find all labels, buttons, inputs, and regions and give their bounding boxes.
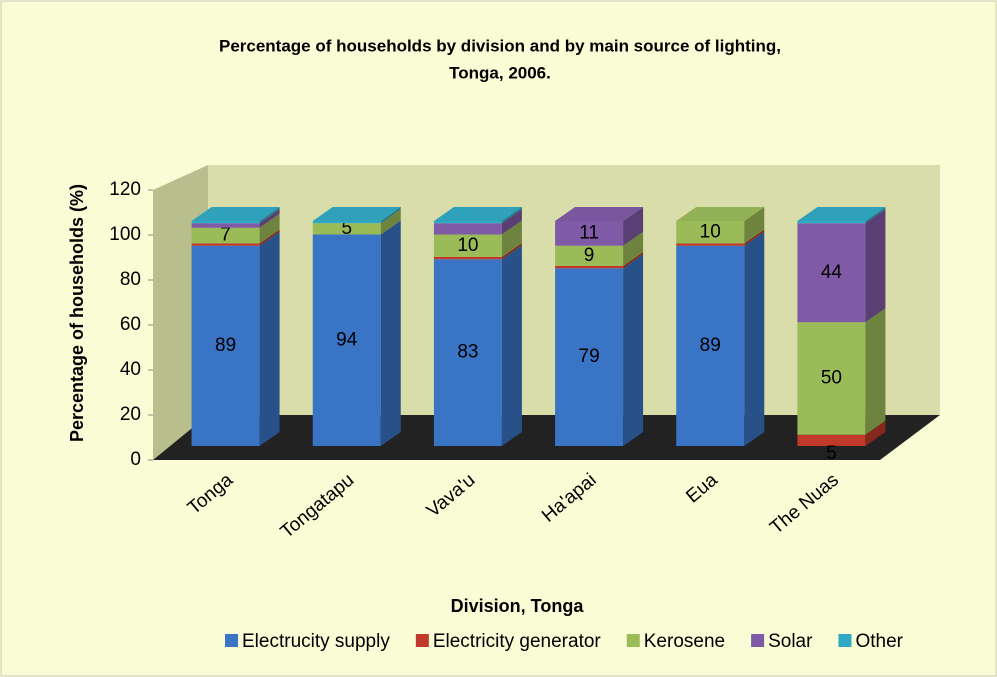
bar-segment-top <box>191 207 280 221</box>
bar-segment-side <box>259 213 280 244</box>
data-label: 10 <box>700 221 721 242</box>
data-label: 94 <box>336 329 358 350</box>
data-label: 50 <box>821 368 842 389</box>
bar-segment <box>433 234 502 257</box>
bar-segment-side <box>623 254 644 446</box>
bar-segment-side <box>744 231 765 446</box>
bar-segment-side <box>623 231 644 266</box>
data-label: 89 <box>215 335 236 356</box>
bar-segment-side <box>623 252 644 269</box>
bar-segment-side <box>623 207 644 246</box>
bar-segment <box>676 243 745 246</box>
data-label: 5 <box>826 443 837 464</box>
bar-segment <box>797 221 866 224</box>
bar-segment <box>555 266 624 269</box>
chart-title: Percentage of households by division and… <box>219 36 781 55</box>
bar-segment <box>433 259 502 446</box>
bar-segment-side <box>380 209 401 235</box>
y-tick-label: 0 <box>130 449 141 470</box>
chart-subtitle: Tonga, 2006. <box>449 63 551 82</box>
bar-segment <box>676 245 745 446</box>
data-label: 83 <box>457 342 478 363</box>
bar-segment-side <box>501 243 522 260</box>
bar-segment-top <box>555 207 644 221</box>
bar-segment-side <box>259 231 280 446</box>
bar-segment-side <box>501 207 522 224</box>
bar-segment <box>433 223 502 235</box>
y-tick-label: 20 <box>120 404 141 425</box>
data-label: 10 <box>457 235 478 256</box>
bar-segment-side <box>259 209 280 228</box>
bar-segment-side <box>501 220 522 257</box>
bar-segment <box>312 223 381 235</box>
y-tick-label: 100 <box>109 224 141 245</box>
bar-segment-top <box>797 207 886 221</box>
bar-segment <box>191 223 260 228</box>
bar-segment-top <box>433 207 522 221</box>
bar-segment-side <box>865 420 886 446</box>
data-label: 44 <box>821 262 843 283</box>
bar-segment-top <box>676 207 765 221</box>
y-tick-label: 80 <box>120 269 141 290</box>
bar-segment-side <box>259 207 280 224</box>
bar-segment-side <box>380 207 401 224</box>
legend-label: Kerosene <box>644 631 725 652</box>
bar-segment <box>312 234 381 446</box>
legend-label: Electrucity supply <box>242 631 390 652</box>
bar-segment <box>797 223 866 323</box>
y-tick-label: 60 <box>120 314 141 335</box>
bar-segment-side <box>865 209 886 323</box>
bar-segment <box>555 221 624 246</box>
data-label: 11 <box>579 222 599 243</box>
data-label: 7 <box>220 225 231 246</box>
bar-segment <box>191 221 260 224</box>
bar-segment <box>191 245 260 446</box>
bar-segment <box>555 245 624 266</box>
data-label: 79 <box>579 346 600 367</box>
data-label: 89 <box>700 335 721 356</box>
bar-segment-side <box>259 229 280 246</box>
bar-segment-side <box>744 229 765 246</box>
data-label: 5 <box>341 218 352 239</box>
y-tick-label: 40 <box>120 359 141 380</box>
bar-segment <box>433 257 502 260</box>
legend-swatch <box>415 634 429 647</box>
bar-segment <box>555 268 624 446</box>
x-axis-title: Division, Tonga <box>451 596 585 616</box>
bar-segment <box>797 322 866 435</box>
bar-segment-side <box>501 245 522 446</box>
legend-label: Other <box>855 631 903 652</box>
bar-segment <box>676 221 745 244</box>
legend-swatch <box>838 634 852 647</box>
bar-segment <box>797 434 866 446</box>
y-tick-label: 120 <box>109 179 141 200</box>
bar-segment <box>191 227 260 244</box>
legend-label: Electricity generator <box>433 631 602 652</box>
bar-segment-side <box>744 207 765 244</box>
y-axis-title: Percentage of households (%) <box>67 184 87 442</box>
legend-label: Solar <box>768 631 813 652</box>
bar-segment-side <box>380 220 401 446</box>
data-label: 9 <box>584 245 595 266</box>
bar-segment-side <box>865 207 886 224</box>
legend-swatch <box>626 634 640 647</box>
bar-segment <box>433 221 502 224</box>
legend-swatch <box>751 634 765 647</box>
bar-segment <box>191 243 260 246</box>
legend-swatch <box>225 634 238 647</box>
bar-segment <box>312 221 381 224</box>
bar-segment-top <box>312 207 401 221</box>
bar-segment-side <box>865 308 886 435</box>
bar-segment-side <box>501 209 522 235</box>
